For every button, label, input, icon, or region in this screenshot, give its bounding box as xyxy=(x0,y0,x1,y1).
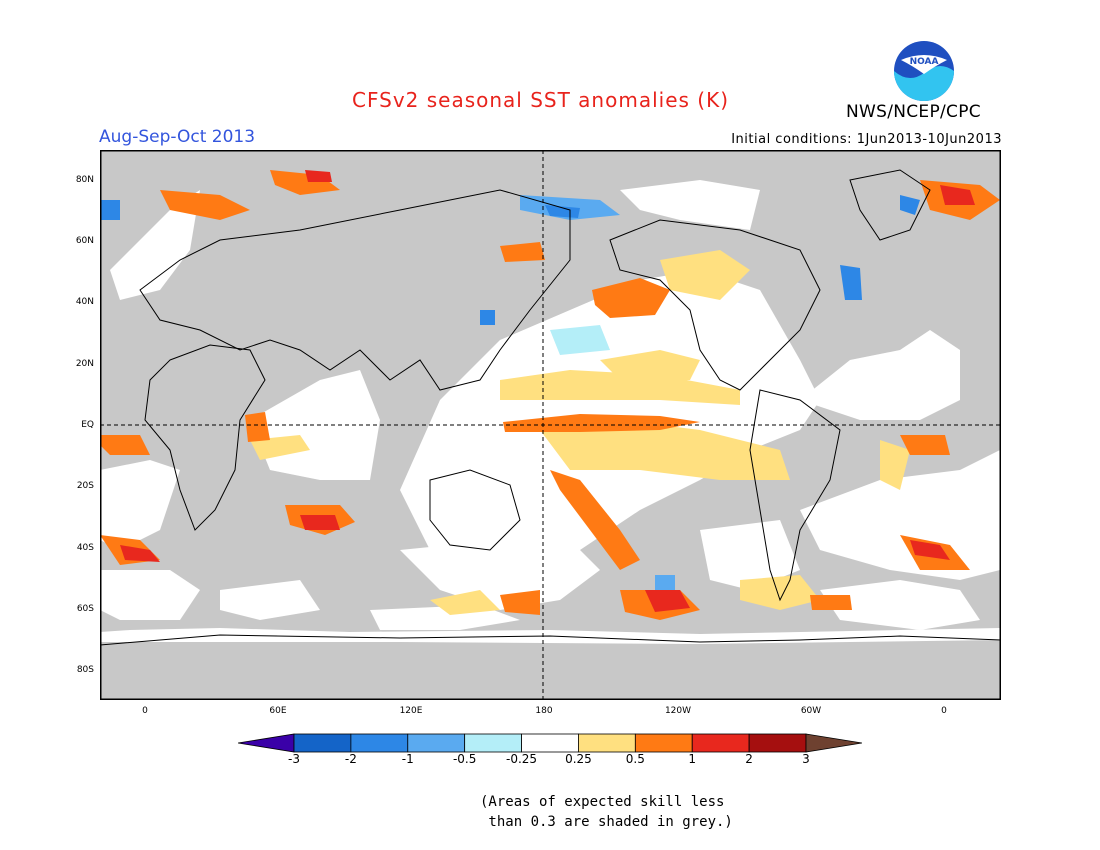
legend-tick-label: -3 xyxy=(288,752,300,766)
legend-tick-label: 2 xyxy=(745,752,753,766)
lon-label-120e: 120E xyxy=(399,706,423,716)
season-label: Aug-Sep-Oct 2013 xyxy=(99,127,256,147)
lat-label-60s: 60S xyxy=(76,604,94,614)
legend-tick-label: 3 xyxy=(802,752,810,766)
legend-tick-label: -0.5 xyxy=(452,752,477,766)
lon-label-0-west: 0 xyxy=(142,706,148,716)
lat-label-60n: 60N xyxy=(75,236,94,246)
lat-label-20n: 20N xyxy=(75,359,94,369)
legend-swatch xyxy=(578,733,636,753)
color-legend xyxy=(238,733,862,753)
legend-swatch-min xyxy=(238,733,295,753)
legend-swatch xyxy=(634,733,693,753)
anomaly-red-areas xyxy=(120,170,975,612)
lat-label-20s: 20S xyxy=(76,481,94,491)
legend-swatch xyxy=(464,733,522,753)
lon-label-180: 180 xyxy=(535,706,553,716)
initial-conditions: Initial conditions: 1Jun2013-10Jun2013 xyxy=(731,132,1002,147)
map-frame xyxy=(100,150,1001,700)
anomaly-blue-areas xyxy=(100,195,920,590)
lat-label-80n: 80N xyxy=(75,175,94,185)
legend-tick-label: 1 xyxy=(688,752,697,766)
lon-label-0-east: 0 xyxy=(941,706,947,716)
legend-swatch xyxy=(350,733,409,753)
agency-label: NWS/NCEP/CPC xyxy=(846,102,981,122)
noaa-logo: NOAA xyxy=(894,41,954,101)
lon-label-60w: 60W xyxy=(800,706,822,716)
legend-tick-label: -0.25 xyxy=(506,752,538,766)
lat-label-40n: 40N xyxy=(75,297,94,307)
legend-tick-label: -2 xyxy=(344,752,357,766)
legend-swatch xyxy=(293,733,352,753)
legend-tick-label: 0.25 xyxy=(565,752,592,766)
skill-note: (Areas of expected skill less than 0.3 a… xyxy=(480,794,733,830)
lon-label-60e: 60E xyxy=(269,706,287,716)
map-title: CFSv2 seasonal SST anomalies (K) xyxy=(352,88,729,112)
continent-outlines xyxy=(100,169,1001,646)
anomaly-yellow-areas xyxy=(250,250,910,615)
sst-anomaly-map xyxy=(100,150,1001,700)
legend-swatch-max xyxy=(805,733,862,753)
legend-swatch xyxy=(691,733,750,753)
noaa-logo-text: NOAA xyxy=(910,57,939,67)
legend-swatch xyxy=(748,733,807,753)
lat-label-40s: 40S xyxy=(76,543,94,553)
lon-label-120w: 120W xyxy=(664,706,692,716)
legend-swatch xyxy=(407,733,466,753)
lat-label-80s: 80S xyxy=(76,665,94,675)
legend-swatch xyxy=(521,733,579,753)
legend-tick-label: -1 xyxy=(401,752,414,766)
legend-tick-label: 0.5 xyxy=(625,752,645,766)
lat-label-eq: EQ xyxy=(81,420,94,430)
